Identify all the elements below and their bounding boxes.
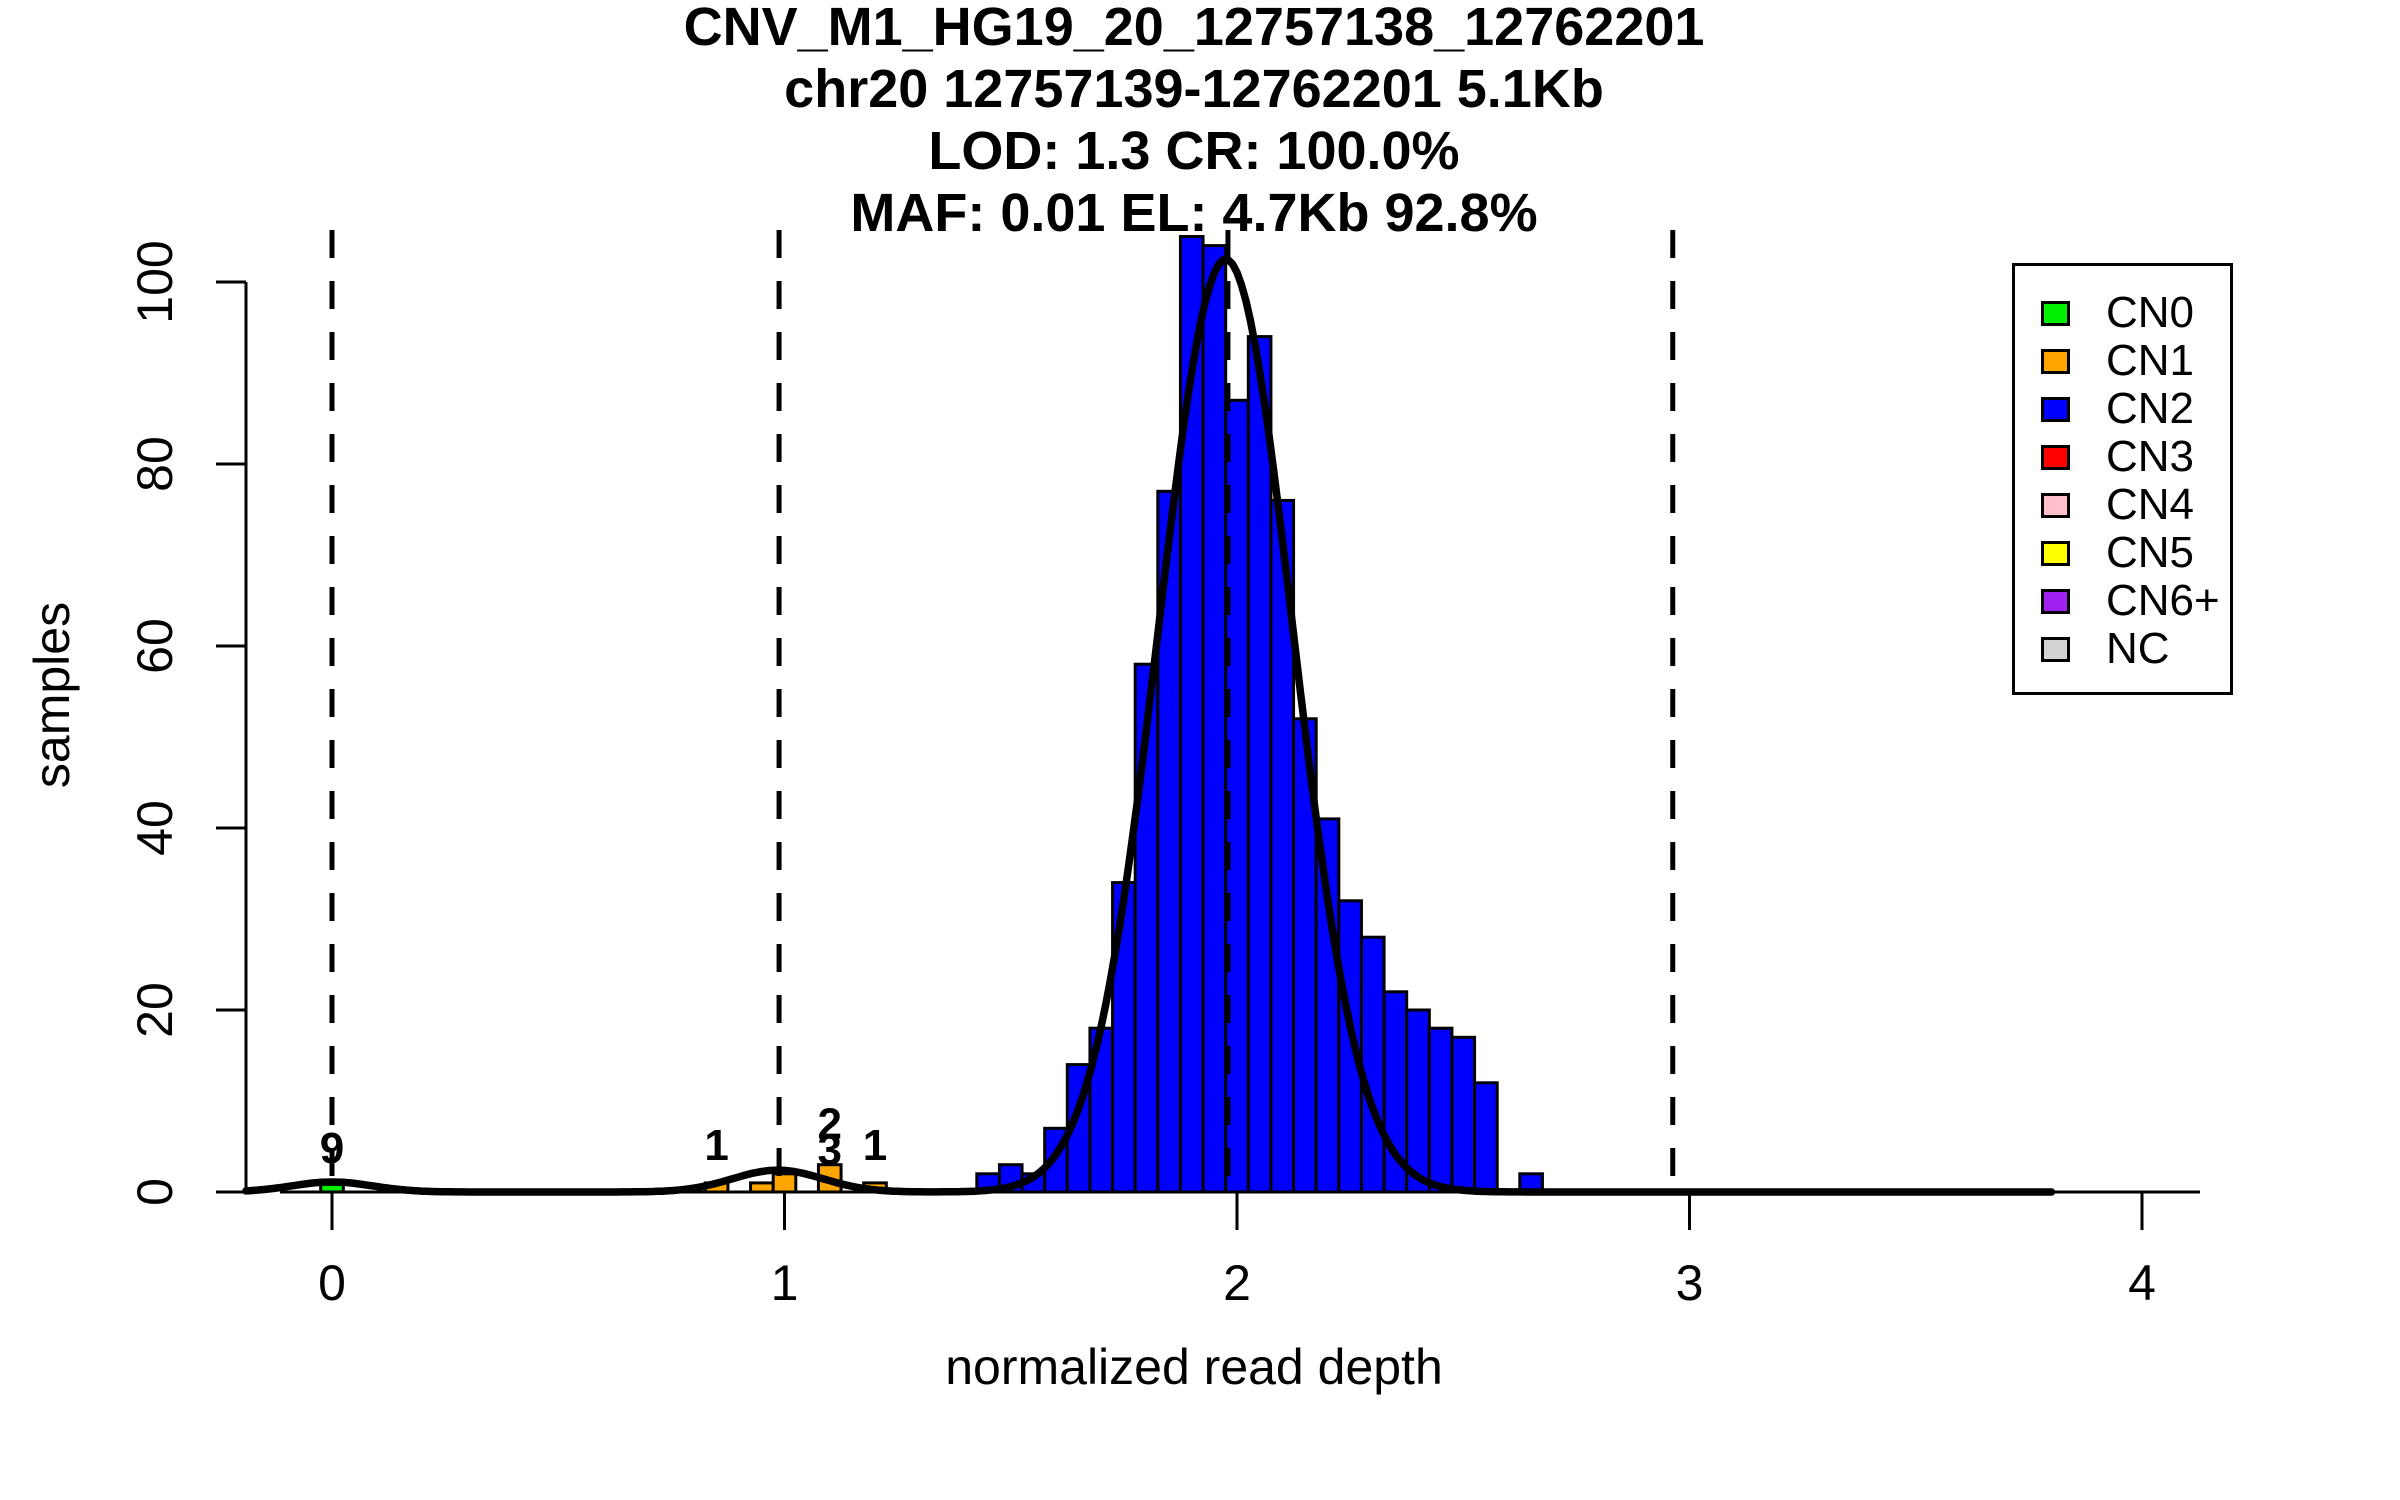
histogram-bar-cn2: [1405, 1008, 1431, 1194]
x-tick-label-2: 2: [1223, 1255, 1251, 1311]
x-axis-label: normalized read depth: [945, 1339, 1443, 1395]
count-annotation-4: 1: [863, 1121, 887, 1170]
histogram-bar-cn2: [1450, 1035, 1477, 1194]
legend-item-cn4: CN4: [2015, 481, 2230, 529]
histogram-bar-cn2: [1201, 244, 1228, 1194]
legend-box: CN0 CN1 CN2 CN3 CN4 CN5 CN6+ NC: [2012, 263, 2233, 695]
plot-title-line-4: MAF: 0.01 EL: 4.7Kb 92.8%: [850, 183, 1538, 243]
y-tick-label-60: 60: [127, 618, 183, 674]
legend-swatch-cn1: [2041, 348, 2070, 374]
x-tick-label-0: 0: [318, 1255, 346, 1311]
legend-swatch-cn6plus: [2041, 588, 2070, 614]
legend-swatch-cn5: [2041, 540, 2070, 566]
legend-item-cn3: CN3: [2015, 433, 2230, 481]
legend-swatch-cn0: [2041, 300, 2070, 326]
x-tick-label-4: 4: [2128, 1255, 2156, 1311]
legend-item-cn1: CN1: [2015, 337, 2230, 385]
plot-title-line-2: chr20 12757139-12762201 5.1Kb: [784, 59, 1604, 119]
legend-label-cn2: CN2: [2106, 384, 2195, 433]
y-tick-label-100: 100: [127, 240, 183, 323]
legend-label-cn1: CN1: [2106, 336, 2195, 385]
legend-label-cn6plus: CN6+: [2106, 576, 2220, 625]
legend-item-cn5: CN5: [2015, 529, 2230, 577]
legend-label-cn3: CN3: [2106, 432, 2195, 481]
x-tick-label-3: 3: [1676, 1255, 1704, 1311]
legend-label-cn5: CN5: [2106, 528, 2195, 577]
density-curve: [242, 256, 2056, 1196]
y-tick-label-40: 40: [127, 800, 183, 856]
legend-item-nc: NC: [2015, 625, 2230, 673]
histogram-bar-cn2: [1427, 1026, 1454, 1194]
count-annotation-3: 3: [818, 1126, 842, 1175]
legend-swatch-cn3: [2041, 444, 2070, 470]
count-annotation-0: 9: [320, 1124, 344, 1173]
legend-label-cn4: CN4: [2106, 480, 2195, 529]
legend-swatch-cn2: [2041, 396, 2070, 422]
legend-item-cn6plus: CN6+: [2015, 577, 2230, 625]
y-tick-label-0: 0: [127, 1178, 183, 1206]
count-annotation-2: 2: [818, 1099, 842, 1148]
x-tick-label-1: 1: [771, 1255, 799, 1311]
histogram-bar-cn1: [771, 1172, 798, 1194]
legend-item-cn0: CN0: [2015, 289, 2230, 337]
legend-label-nc: NC: [2106, 624, 2170, 673]
legend-swatch-nc: [2041, 636, 2070, 662]
histogram-bar-cn2: [1359, 935, 1386, 1194]
y-tick-label-80: 80: [127, 436, 183, 492]
plot-title-line-1: CNV_M1_HG19_20_12757138_12762201: [683, 0, 1705, 57]
legend-swatch-cn4: [2041, 492, 2070, 518]
histogram-bar-cn2: [1246, 335, 1273, 1194]
histogram-bar-cn2: [1473, 1081, 1499, 1194]
plot-title-line-3: LOD: 1.3 CR: 100.0%: [928, 121, 1460, 181]
legend-item-cn2: CN2: [2015, 385, 2230, 433]
legend-label-cn0: CN0: [2106, 288, 2195, 337]
y-tick-label-20: 20: [127, 982, 183, 1038]
count-annotation-1: 1: [704, 1121, 728, 1170]
plot-title-block: CNV_M1_HG19_20_12757138_12762201 chr20 1…: [188, 0, 2200, 244]
